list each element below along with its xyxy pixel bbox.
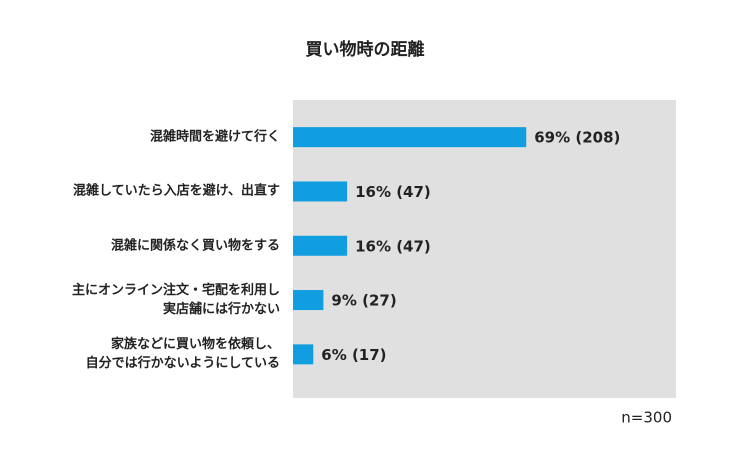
category-label: 家族などに買い物を依頼し、 自分では行かないようにしている	[85, 337, 280, 372]
bar	[293, 290, 324, 311]
category-label: 主にオンライン注文・宅配を利用し 実店舗には行かない	[71, 283, 280, 318]
annotation: n=300	[621, 409, 672, 427]
category-label: 混雑時間を避けて行く	[149, 129, 280, 145]
bar	[293, 344, 314, 365]
value-label: 16% (47)	[355, 183, 431, 201]
plot-area	[293, 100, 676, 398]
chart-title: 買い物時の距離	[306, 39, 425, 60]
bar	[293, 235, 348, 256]
category-label: 混雑していたら入店を避け、出直す	[73, 183, 280, 199]
value-label: 16% (47)	[355, 237, 431, 255]
category-label: 混雑に関係なく買い物をする	[110, 238, 280, 254]
bar	[293, 127, 527, 148]
value-label: 69% (208)	[534, 129, 620, 147]
value-label: 6% (17)	[321, 346, 386, 364]
value-label: 9% (27)	[331, 292, 396, 310]
bar	[293, 181, 348, 202]
